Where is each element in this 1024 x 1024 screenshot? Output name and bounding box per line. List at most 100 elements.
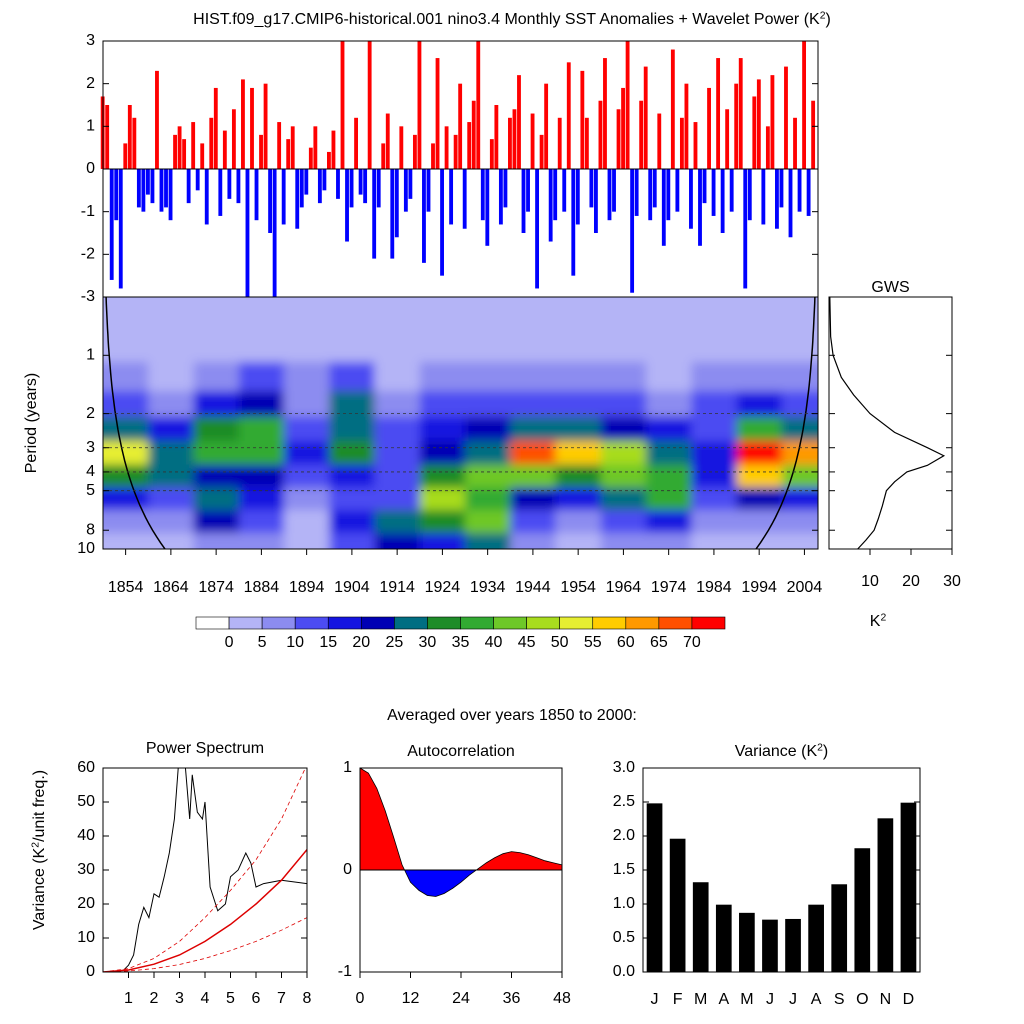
x-tick-label: 30 — [943, 573, 961, 590]
anomaly-bar — [105, 105, 110, 169]
y-tick-label: 30 — [77, 861, 95, 878]
y-tick-label: 0 — [86, 963, 95, 980]
anomaly-bar — [770, 75, 775, 169]
colorbar-label: 50 — [551, 634, 569, 651]
colorbar-box — [592, 616, 627, 630]
global-wavelet-spectrum — [829, 296, 946, 550]
anomaly-bar — [756, 79, 761, 169]
anomaly-bar — [322, 169, 327, 191]
power-cell — [329, 297, 376, 330]
anomaly-bar — [295, 169, 300, 229]
anomaly-bar — [593, 169, 598, 233]
spectrum-line — [103, 917, 307, 972]
power-cell — [781, 510, 818, 534]
power-cell — [103, 329, 149, 363]
colorbar-label: 0 — [225, 634, 234, 651]
power-cell — [284, 297, 330, 330]
chart-title: Autocorrelation — [407, 743, 515, 760]
plot-frame — [828, 296, 953, 550]
anomaly-bar — [498, 169, 503, 225]
anomaly-bar — [195, 169, 200, 191]
x-tick-label: J — [651, 991, 659, 1008]
anomaly-bar — [145, 169, 150, 195]
anomaly-bar — [584, 117, 589, 169]
power-cell — [691, 329, 738, 363]
x-tick-label: 1924 — [425, 579, 461, 596]
x-axis-label-part: K — [870, 613, 881, 630]
x-tick-label: 1994 — [741, 579, 777, 596]
power-cell — [419, 510, 466, 534]
power-cell — [781, 464, 818, 488]
power-cell — [646, 361, 692, 392]
power-cell — [600, 297, 647, 330]
anomaly-bar — [431, 143, 435, 169]
power-cell — [374, 329, 421, 363]
colorbar-label: 20 — [352, 634, 370, 651]
power-cell — [329, 487, 376, 511]
anomaly-bar — [557, 117, 562, 169]
colorbar-label: 10 — [286, 634, 304, 651]
power-cell — [646, 391, 692, 418]
colorbar-box — [658, 616, 693, 630]
power-cell — [465, 391, 511, 418]
power-cell — [148, 416, 195, 442]
anomaly-bar — [109, 169, 114, 280]
anomaly-bar — [548, 169, 553, 242]
anomaly-bar — [684, 83, 689, 169]
bar — [762, 919, 778, 972]
anomaly-bar — [132, 117, 137, 169]
x-tick-label: O — [856, 991, 868, 1008]
power-cell — [419, 464, 466, 488]
power-cell — [238, 391, 285, 418]
anomaly-bar — [281, 169, 286, 225]
x-tick-label: 8 — [303, 990, 312, 1007]
power-cell — [193, 297, 240, 330]
power-cell — [329, 361, 376, 392]
power-cell — [600, 510, 647, 534]
power-cell — [419, 329, 466, 363]
y-tick-label: 2 — [86, 75, 95, 92]
power-cell — [374, 487, 421, 511]
colorbar-box — [559, 616, 594, 630]
power-cell — [736, 464, 783, 488]
power-cell — [691, 441, 738, 466]
power-cell — [419, 487, 466, 511]
anomaly-bar — [698, 169, 702, 246]
power-cell — [555, 533, 602, 549]
y-tick-label: 1 — [343, 759, 352, 776]
power-cell — [193, 510, 240, 534]
power-cell — [600, 391, 647, 418]
anomaly-bar — [254, 169, 259, 221]
anomaly-bar — [508, 117, 512, 169]
chart-title: Power Spectrum — [146, 740, 264, 757]
anomaly-bar — [173, 134, 177, 169]
anomaly-bar — [512, 109, 517, 169]
x-tick-label: 1944 — [515, 579, 551, 596]
colorbar-label: 70 — [683, 634, 701, 651]
y-axis-label: Period (years) — [23, 373, 40, 473]
y-tick-label: 2 — [86, 405, 95, 422]
anomaly-bar — [720, 169, 725, 233]
y-tick-label: 0 — [86, 160, 95, 177]
anomaly-bar — [218, 169, 223, 216]
x-tick-label: 1914 — [379, 579, 415, 596]
bar — [669, 838, 686, 972]
colorbar-box — [493, 616, 527, 630]
power-cell — [646, 297, 692, 330]
power-cell — [419, 391, 466, 418]
power-cell — [555, 464, 602, 488]
power-cell — [465, 297, 511, 330]
colorbar-box — [294, 616, 329, 630]
power-cell — [148, 441, 195, 466]
y-axis-label-part: /unit freq.) — [31, 770, 48, 842]
power-cell — [555, 510, 602, 534]
anomaly-bar — [476, 41, 481, 169]
power-cell — [103, 487, 149, 511]
anomaly-bar — [123, 143, 128, 169]
power-cell — [781, 487, 818, 511]
y-tick-label: 0.5 — [613, 929, 635, 946]
anomaly-bar — [806, 169, 811, 216]
power-cell — [103, 391, 149, 418]
power-cell — [238, 297, 285, 330]
